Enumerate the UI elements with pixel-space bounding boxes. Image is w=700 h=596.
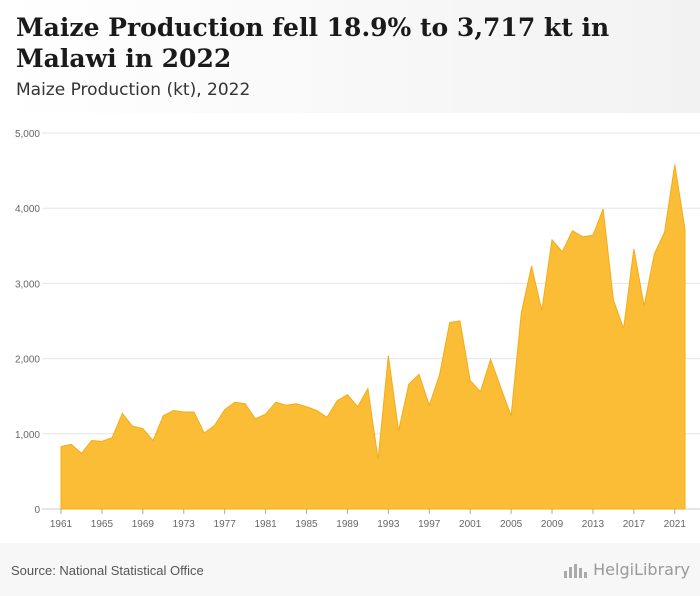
data-point-1970 [152,439,154,441]
data-point-1984 [295,403,297,405]
x-tick-label: 1997 [418,519,441,530]
data-point-1962 [70,443,72,445]
data-point-2012 [582,236,584,238]
area-series-maize-production [60,164,686,510]
x-tick-label: 2009 [541,519,564,530]
x-tick-label: 1989 [336,519,359,530]
data-point-1986 [316,409,318,411]
x-tick-label: 2017 [623,519,646,530]
data-point-1983 [285,404,287,406]
data-point-1966 [111,436,113,438]
data-point-1961 [60,445,62,447]
data-point-2006 [520,312,522,314]
data-point-1967 [121,412,123,414]
data-point-1977 [223,409,225,411]
data-point-2008 [541,309,543,311]
x-tick-label: 2005 [500,519,523,530]
chart-subtitle: Maize Production (kt), 2022 [16,80,251,100]
data-point-1987 [326,416,328,418]
data-point-2000 [459,320,461,322]
data-point-1993 [387,354,389,356]
data-point-1997 [428,404,430,406]
data-point-1979 [244,403,246,405]
y-tick-label: 1,000 [15,430,40,441]
data-point-2013 [592,234,594,236]
data-point-2020 [663,231,665,233]
y-tick-label: 0 [34,505,40,516]
data-point-2019 [653,253,655,255]
area-series [60,163,686,510]
y-tick-label: 2,000 [15,355,40,366]
data-point-1994 [397,430,399,432]
page-title: Maize Production fell 18.9% to 3,717 kt … [16,13,610,73]
data-point-1976 [213,424,215,426]
data-point-1981 [264,413,266,415]
x-tick-label: 1981 [254,519,277,530]
brand-logo: HelgiLibrary [563,560,690,579]
x-tick-label: 1985 [295,519,318,530]
data-point-1975 [203,432,205,434]
header: Maize Production fell 18.9% to 3,717 kt … [0,0,700,113]
data-point-1990 [356,406,358,408]
data-point-2007 [530,265,532,267]
data-point-2001 [469,379,471,381]
library-icon [564,563,588,578]
x-tick-label: 1993 [377,519,400,530]
data-point-1998 [438,374,440,376]
data-point-1969 [142,427,144,429]
data-point-1999 [449,321,451,323]
data-point-2002 [479,390,481,392]
x-tick-label: 1961 [50,519,73,530]
data-point-2010 [561,251,563,253]
data-point-2022 [684,228,686,230]
data-point-1965 [101,440,103,442]
data-point-2009 [551,239,553,241]
data-point-2005 [510,415,512,417]
y-tick-label: 5,000 [15,129,40,140]
data-point-1973 [183,411,185,413]
data-point-1980 [254,418,256,420]
data-point-2011 [571,230,573,232]
data-point-1978 [234,401,236,403]
data-point-1989 [346,393,348,395]
data-point-1971 [162,415,164,417]
data-point-1995 [408,383,410,385]
data-point-1963 [80,452,82,454]
data-point-1996 [418,373,420,375]
data-point-1974 [193,411,195,413]
x-tick-label: 1969 [132,519,155,530]
x-tick-label: 1965 [91,519,114,530]
brand-name: HelgiLibrary [593,560,690,579]
data-point-2014 [602,208,604,210]
data-point-2021 [674,163,676,165]
data-point-2015 [612,299,614,301]
data-point-1968 [131,425,133,427]
data-point-1991 [367,387,369,389]
data-point-2018 [643,305,645,307]
data-point-1992 [377,458,379,460]
x-tick-label: 1973 [173,519,196,530]
data-point-1988 [336,400,338,402]
y-axis: 0 1,000 2,000 3,000 4,000 5,000 [15,129,40,516]
x-tick-label: 1977 [214,519,237,530]
source-note: Source: National Statistical Office [11,563,204,578]
x-tick-label: 2001 [459,519,482,530]
data-point-2003 [489,358,491,360]
data-point-1982 [275,401,277,403]
data-point-1964 [90,439,92,441]
y-tick-label: 3,000 [15,279,40,290]
y-tick-label: 4,000 [15,204,40,215]
x-tick-label: 2021 [664,519,687,530]
data-point-2016 [622,327,624,329]
x-tick-label: 2013 [582,519,605,530]
data-point-2017 [633,248,635,250]
data-point-2004 [500,387,502,389]
x-axis: 1961 1965 1969 1973 1977 1981 1985 1989 1993 1997… [50,509,686,530]
data-point-1985 [305,406,307,408]
data-point-1972 [172,409,174,411]
